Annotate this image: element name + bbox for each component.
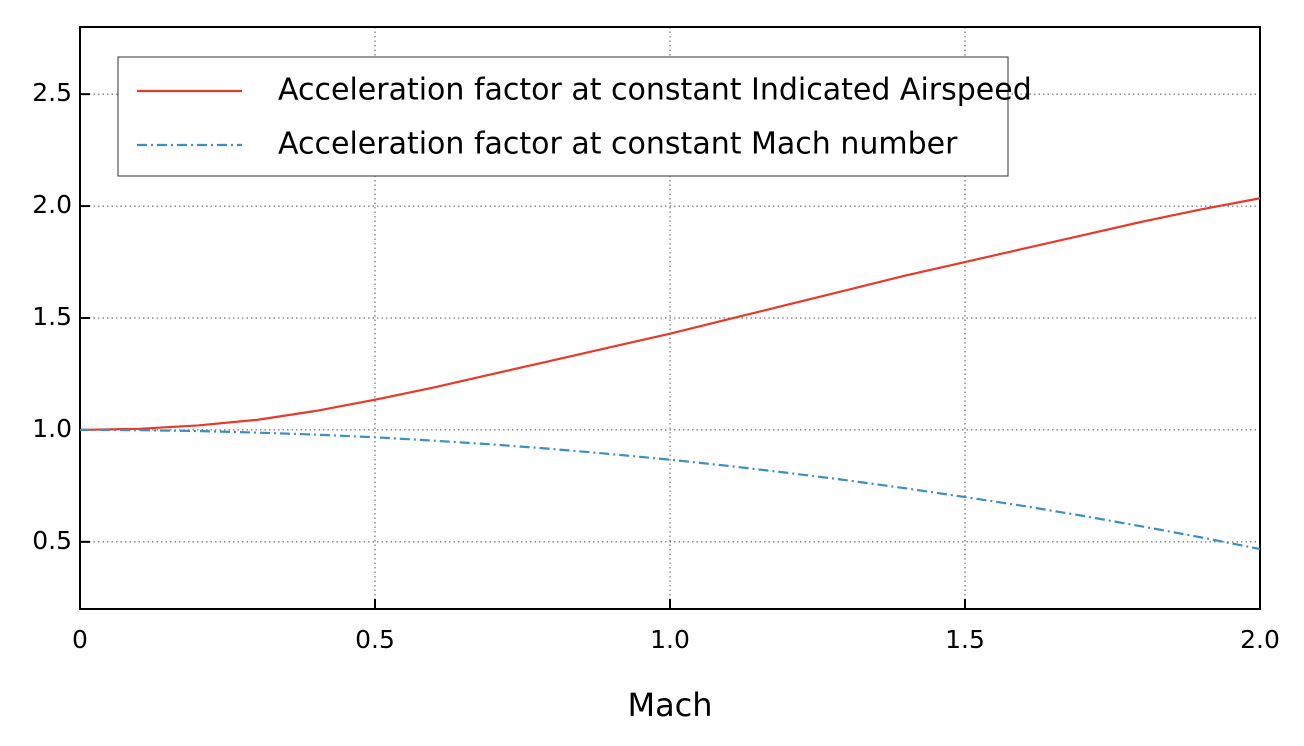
series-line bbox=[79, 197, 1261, 432]
x-tick-label: 1.0 bbox=[650, 625, 690, 654]
legend-label: Acceleration factor at constant Mach num… bbox=[278, 127, 958, 162]
y-tick-label: 1.0 bbox=[32, 414, 72, 443]
y-tick-label: 1.5 bbox=[32, 302, 72, 331]
x-axis-label: Mach bbox=[627, 686, 712, 724]
series-line bbox=[79, 428, 1261, 551]
x-tick-label: 0 bbox=[72, 625, 88, 654]
legend-label: Acceleration factor at constant Indicate… bbox=[278, 73, 1032, 108]
plot-frame bbox=[79, 26, 1261, 610]
y-tick-label: 0.5 bbox=[32, 526, 72, 555]
x-tick-label: 2.0 bbox=[1240, 625, 1280, 654]
y-tick-label: 2.0 bbox=[32, 190, 72, 219]
y-tick-label: 2.5 bbox=[32, 78, 72, 107]
x-tick-label: 1.5 bbox=[945, 625, 985, 654]
x-tick-label: 0.5 bbox=[355, 625, 395, 654]
legend-box bbox=[117, 56, 1009, 177]
